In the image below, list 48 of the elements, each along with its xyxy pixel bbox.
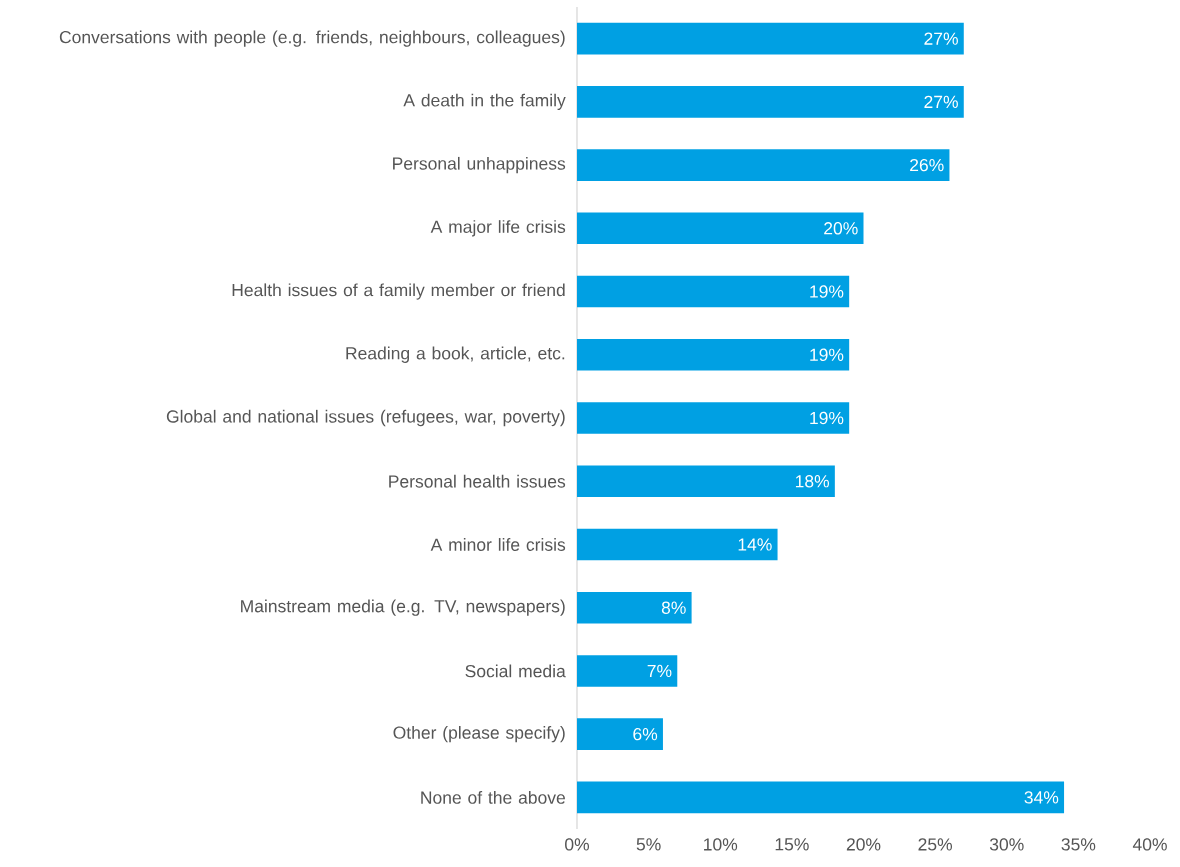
y-tick-label: Health issues of a family member or friend (232, 283, 565, 300)
x-tick-label: 35% (1061, 838, 1096, 851)
bar (577, 718, 663, 750)
y-tick-label: Other (please specify) (393, 726, 565, 743)
bar (577, 338, 850, 371)
y-tick-label: Personal health issues (389, 474, 566, 488)
data-label: 8% (661, 601, 686, 614)
x-tick-label: 10% (704, 838, 738, 851)
data-label: 14% (738, 538, 772, 551)
x-tick-label: 5% (636, 838, 661, 851)
y-tick-label: A major life crisis (430, 220, 566, 237)
y-tick-label: A minor life crisis (430, 538, 566, 551)
bar (577, 465, 835, 498)
x-tick-label: 20% (846, 838, 881, 851)
x-tick-label: 30% (989, 838, 1024, 851)
data-label: 27% (924, 95, 958, 109)
x-tick-label: 25% (918, 838, 953, 851)
data-label: 26% (910, 158, 944, 172)
x-tick-label: 0% (565, 838, 590, 851)
data-label: 34% (1024, 791, 1059, 804)
bar (577, 655, 678, 687)
x-tick-label: 15% (775, 838, 809, 851)
data-label: 19% (810, 411, 844, 425)
data-label: 27% (924, 32, 958, 45)
x-tick-label: 40% (1132, 838, 1167, 851)
y-tick-label: Social media (465, 664, 566, 678)
y-tick-label: Mainstream media (e.g. TV, newspapers) (241, 599, 565, 616)
y-tick-label: Conversations with people (e.g. friends, neighbours, colleagues) (59, 30, 565, 47)
y-tick-label: A death in the family (403, 93, 566, 110)
bar (577, 86, 964, 118)
data-label: 18% (795, 475, 830, 488)
bar (577, 275, 850, 308)
bar (577, 149, 950, 181)
bar (577, 402, 850, 434)
data-label: 19% (810, 348, 844, 361)
y-tick-label: Personal unhappiness (393, 156, 566, 174)
data-label: 19% (810, 285, 844, 298)
y-tick-label: Reading a book, article, etc. (346, 346, 565, 363)
bar (577, 591, 692, 624)
y-tick-label: Global and national issues (refugees, war, poverty) (166, 409, 565, 427)
bar (577, 22, 964, 55)
y-tick-label: None of the above (421, 790, 565, 804)
data-label: 6% (633, 727, 658, 741)
data-label: 20% (824, 222, 858, 235)
bar (577, 528, 778, 561)
data-label: 7% (647, 664, 672, 678)
bar (577, 781, 1065, 814)
bar (577, 212, 864, 245)
